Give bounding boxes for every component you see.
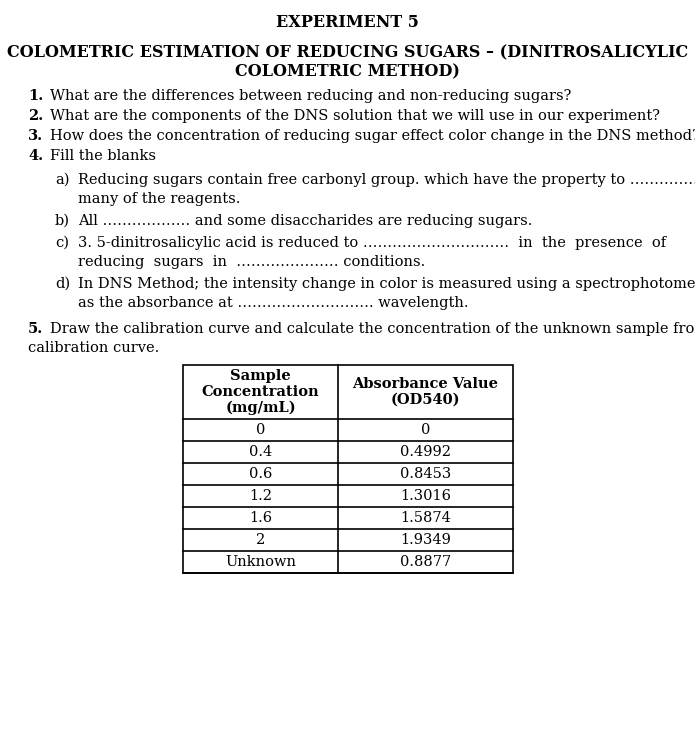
Text: Absorbance Value
(OD540): Absorbance Value (OD540) [352,377,498,407]
Text: Draw the calibration curve and calculate the concentration of the unknown sample: Draw the calibration curve and calculate… [50,322,695,336]
Text: d): d) [55,277,70,291]
Text: COLOMETRIC METHOD): COLOMETRIC METHOD) [235,63,460,80]
Text: 2.: 2. [28,109,43,123]
Text: 0.8877: 0.8877 [400,555,451,569]
Text: 1.9349: 1.9349 [400,533,451,547]
Text: 3.: 3. [28,129,43,143]
Text: 1.5874: 1.5874 [400,511,451,525]
Text: Sample
Concentration
(mg/mL): Sample Concentration (mg/mL) [202,369,319,416]
Text: calibration curve.: calibration curve. [28,341,159,355]
Text: 5.: 5. [28,322,43,336]
Text: as the absorbance at ………………………. wavelength.: as the absorbance at ………………………. waveleng… [78,296,468,310]
Text: 4.: 4. [28,149,43,163]
Text: How does the concentration of reducing sugar effect color change in the DNS meth: How does the concentration of reducing s… [50,129,695,143]
Text: What are the differences between reducing and non-reducing sugars?: What are the differences between reducin… [50,89,571,103]
Text: many of the reagents.: many of the reagents. [78,192,240,206]
Text: c): c) [55,236,69,250]
Text: Fill the blanks: Fill the blanks [50,149,156,163]
Text: 0: 0 [256,423,265,437]
Text: 0.4992: 0.4992 [400,445,451,459]
Bar [183,365,513,573]
Text: 1.6: 1.6 [249,511,272,525]
Text: Unknown: Unknown [225,555,296,569]
Text: a): a) [55,173,70,187]
Text: 2: 2 [256,533,265,547]
Text: All ……………… and some disaccharides are reducing sugars.: All ……………… and some disaccharides are re… [78,214,532,228]
Text: 1.: 1. [28,89,43,103]
Text: 1.2: 1.2 [249,489,272,503]
Text: In DNS Method; the intensity change in color is measured using a spectrophotomet: In DNS Method; the intensity change in c… [78,277,695,291]
Text: 1.3016: 1.3016 [400,489,451,503]
Text: 0.4: 0.4 [249,445,272,459]
Text: b): b) [55,214,70,228]
Text: COLOMETRIC ESTIMATION OF REDUCING SUGARS – (DINITROSALICYLIC: COLOMETRIC ESTIMATION OF REDUCING SUGARS… [7,44,688,61]
Text: reducing  sugars  in  ………………… conditions.: reducing sugars in ………………… conditions. [78,255,425,269]
Text: 0: 0 [420,423,430,437]
Text: 3. 5-dinitrosalicylic acid is reduced to …………………………  in  the  presence  of: 3. 5-dinitrosalicylic acid is reduced to… [78,236,666,250]
Text: Reducing sugars contain free carbonyl group. which have the property to ………………: Reducing sugars contain free carbonyl gr… [78,173,695,187]
Text: EXPERIMENT 5: EXPERIMENT 5 [276,14,419,31]
Text: What are the components of the DNS solution that we will use in our experiment?: What are the components of the DNS solut… [50,109,660,123]
Text: 0.6: 0.6 [249,467,272,481]
Text: 0.8453: 0.8453 [400,467,451,481]
